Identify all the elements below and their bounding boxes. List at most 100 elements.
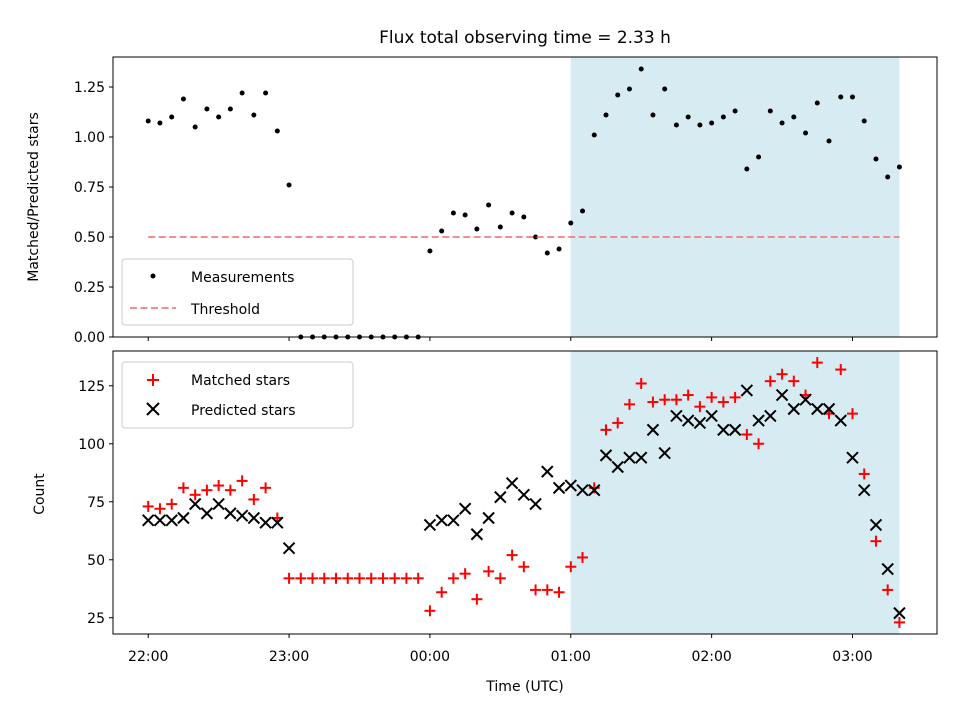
bottom-y-tick-label: 125 [78, 379, 105, 395]
matched-stars-point [893, 616, 905, 628]
matched-stars-point [342, 572, 354, 584]
matched-stars-point [835, 364, 847, 376]
predicted-stars-point [611, 460, 624, 474]
measurements-point [662, 86, 668, 92]
x-tick-label: 22:00 [128, 649, 168, 665]
matched-stars-point [565, 561, 577, 573]
matched-stars-point [858, 468, 870, 480]
matched-stars-point [870, 535, 882, 547]
predicted-stars-point [224, 507, 237, 520]
measurements-point [145, 118, 151, 124]
predicted-stars-point [541, 465, 554, 478]
predicted-stars-point [775, 388, 789, 402]
matched-stars-point [753, 438, 765, 450]
x-tick-label: 03:00 [832, 649, 872, 665]
top-axes-frame [112, 56, 938, 338]
predicted-stars-point [787, 402, 801, 416]
matched-stars-point [882, 584, 894, 596]
bottom-legend: Matched stars Predicted stars [121, 361, 354, 429]
measurements-point [427, 248, 433, 254]
predicted-stars-point [893, 606, 906, 620]
measurements-point [861, 118, 867, 124]
measurements-point [286, 182, 292, 188]
predicted-stars-point [458, 502, 472, 515]
matched-stars-point [189, 489, 201, 501]
predicted-stars-point [646, 423, 660, 437]
predicted-stars-point [881, 562, 894, 576]
top-shade-rect [570, 57, 900, 337]
predicted-stars-point [623, 451, 636, 464]
matched-stars-point [717, 396, 729, 408]
matched-stars-point [436, 586, 448, 598]
matched-stars-point [682, 389, 694, 401]
bottom-y-tick-label: 25 [87, 611, 105, 627]
matched-stars-point [530, 584, 542, 596]
predicted-stars-point [705, 409, 718, 423]
x-tick-label: 00:00 [410, 649, 450, 665]
predicted-stars-point [693, 416, 707, 430]
matched-stars-point [236, 475, 248, 487]
matched-stars-point [459, 568, 471, 580]
predicted-stars-point [858, 483, 871, 497]
measurements-point [544, 250, 550, 256]
measurements-point [803, 130, 809, 136]
measurements-point [486, 202, 492, 208]
predicted-stars-point [165, 514, 178, 527]
predicted-stars-point [259, 516, 272, 529]
top-y-tick-label: 0.75 [74, 180, 105, 196]
matched-stars-point [553, 586, 565, 598]
measurements-point [251, 112, 257, 118]
matched-stars-point [483, 565, 495, 577]
bottom-series [142, 357, 906, 628]
matched-stars-point [353, 572, 365, 584]
measurements-point [673, 122, 679, 128]
measurements-point [157, 120, 163, 126]
measurements-point [533, 234, 539, 240]
matched-stars-point [846, 408, 858, 420]
measurements-point [274, 128, 280, 134]
x-axis-label: Time (UTC) [485, 679, 563, 695]
legend-threshold-label: Threshold [190, 302, 260, 318]
top-series [145, 66, 902, 340]
top-shaded-interval [570, 57, 900, 337]
top-y-tick-label: 1.25 [74, 80, 105, 96]
legend-matched-marker [147, 374, 159, 386]
matched-stars-point [506, 549, 518, 561]
predicted-stars-point [423, 518, 437, 532]
predicted-stars-point [670, 409, 683, 423]
measurements-point [615, 92, 621, 98]
predicted-stars-point [247, 511, 261, 525]
measurements-point [474, 226, 480, 232]
predicted-stars-point [799, 393, 812, 406]
matched-stars-point [447, 572, 459, 584]
bottom-y-tick-label: 75 [87, 495, 105, 511]
matched-stars-point [577, 551, 589, 563]
predicted-stars-point [153, 514, 167, 527]
predicted-stars-point [834, 414, 847, 427]
measurements-point [626, 86, 632, 92]
bottom-y-tick-label: 100 [78, 437, 105, 453]
matched-stars-point [365, 572, 377, 584]
matched-stars-point [248, 493, 260, 505]
legend-measurements-marker [150, 273, 156, 279]
predicted-stars-point [552, 481, 566, 495]
matched-stars-point [260, 482, 272, 494]
matched-stars-point [494, 572, 506, 584]
measurements-point [263, 90, 269, 96]
matched-stars-point [612, 417, 624, 429]
measurements-point [591, 132, 597, 138]
x-tick-label: 01:00 [551, 649, 591, 665]
measurements-point [521, 214, 527, 220]
measurements-point [685, 114, 691, 120]
matched-stars-point [694, 401, 706, 413]
top-y-axis-label: Matched/Predicted stars [26, 112, 42, 282]
predicted-stars-point [470, 528, 484, 541]
measurements-point [497, 224, 503, 230]
top-legend-box [121, 258, 354, 326]
predicted-stars-point [482, 511, 495, 525]
top-y-tick-label: 0.00 [74, 330, 105, 346]
predicted-stars-point [822, 402, 836, 416]
measurements-point [709, 120, 715, 126]
matched-stars-point [213, 480, 225, 492]
